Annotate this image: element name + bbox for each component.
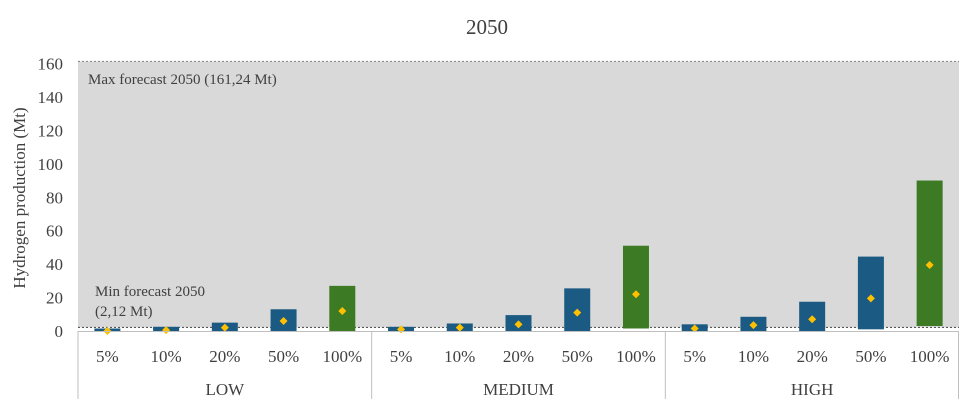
- bar: [916, 180, 943, 326]
- max-forecast-label: Max forecast 2050 (161,24 Mt): [88, 72, 277, 88]
- x-tick-label: 5%: [390, 347, 413, 366]
- group-label: MEDIUM: [483, 380, 554, 399]
- chart-title: 2050: [466, 15, 508, 39]
- data-point: [690, 324, 699, 333]
- data-point: [162, 326, 171, 335]
- x-tick-label: 5%: [96, 347, 119, 366]
- bar: [622, 245, 649, 329]
- x-tick-label: 100%: [322, 347, 362, 366]
- data-point: [338, 306, 347, 315]
- group-label: LOW: [205, 380, 245, 399]
- x-tick-label: 50%: [268, 347, 299, 366]
- x-tick-label: 100%: [616, 347, 656, 366]
- bars-layer: [94, 180, 943, 331]
- x-tick-label: 10%: [444, 347, 475, 366]
- y-tick-label: 160: [38, 55, 64, 74]
- x-tick-label: 20%: [503, 347, 534, 366]
- data-point: [925, 260, 934, 269]
- y-tick-label: 60: [46, 222, 63, 241]
- points-layer: [103, 260, 934, 335]
- x-tick-label: 100%: [910, 347, 950, 366]
- y-tick-label: 80: [46, 188, 63, 207]
- y-tick-label: 100: [38, 155, 64, 174]
- bar: [857, 256, 884, 330]
- x-tick-label: 50%: [562, 347, 593, 366]
- data-point: [573, 308, 582, 317]
- data-point: [631, 290, 640, 299]
- x-tick-label: 5%: [683, 347, 706, 366]
- data-point: [455, 323, 464, 332]
- min-forecast-label-line2: (2,12 Mt): [95, 304, 153, 320]
- group-labels: LOW MEDIUM HIGH: [205, 380, 833, 399]
- x-tick-label: 10%: [738, 347, 769, 366]
- data-point: [808, 315, 817, 324]
- x-tick-label: 20%: [209, 347, 240, 366]
- x-tick-label: 20%: [797, 347, 828, 366]
- y-axis-label: Hydrogen production (Mt): [10, 107, 29, 288]
- min-forecast-label-line1: Min forecast 2050: [95, 284, 205, 300]
- data-point: [866, 294, 875, 303]
- y-tick-label: 0: [55, 322, 64, 341]
- group-label: HIGH: [791, 380, 834, 399]
- data-point: [514, 320, 523, 329]
- y-tick-label: 40: [46, 255, 63, 274]
- y-tick-labels: 0 20 40 60 80 100 120 140 160: [38, 55, 64, 342]
- forecast-range-band: [78, 61, 959, 328]
- data-point: [279, 316, 288, 325]
- data-point: [220, 323, 229, 332]
- y-tick-label: 120: [38, 121, 64, 140]
- y-tick-label: 140: [38, 88, 64, 107]
- data-point: [749, 321, 758, 330]
- x-tick-label: 10%: [151, 347, 182, 366]
- x-category-labels: 5% 10% 20% 50% 100% 5% 10% 20% 50% 100% 5% 10% 20% 50…: [96, 347, 949, 366]
- y-tick-label: 20: [46, 289, 63, 308]
- x-tick-label: 50%: [855, 347, 886, 366]
